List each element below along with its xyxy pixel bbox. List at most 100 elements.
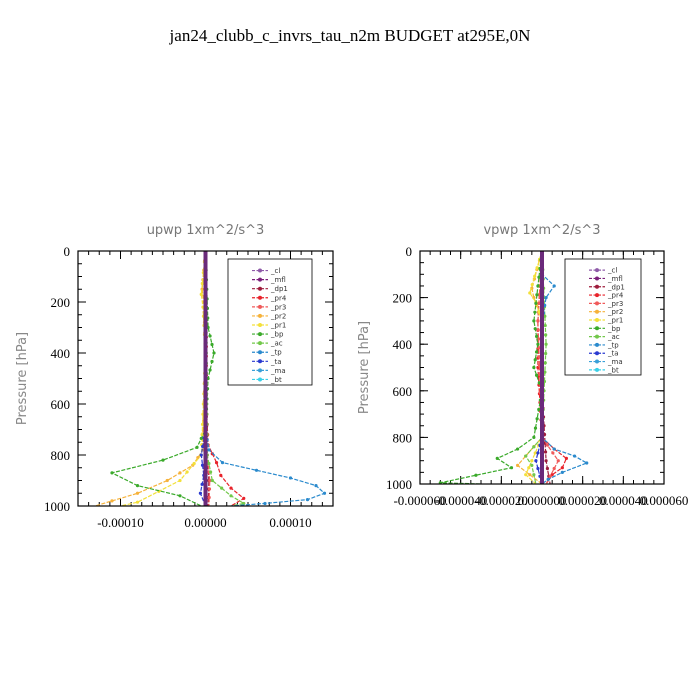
series-line-pr2 [94,251,207,506]
series-marker-ta [534,459,538,463]
series-marker-ta [200,463,205,467]
legend-marker [595,301,599,306]
series-marker-bp [110,471,114,475]
series-marker-bp [474,473,478,477]
legend-label: _pr3 [270,303,286,311]
series-marker-bp [178,494,182,498]
y-tick-label: 600 [51,397,71,412]
series-marker-pr1 [524,473,528,477]
legend-label: _pr1 [607,317,623,325]
series-marker-pr3 [208,478,212,483]
series-marker-bp [537,407,541,412]
panel-title: vpwp 1xm^2/s^3 [483,223,600,238]
series-marker-bp [161,458,165,462]
series-marker-ac [207,461,211,466]
legend-label: _ac [607,333,620,341]
series-marker-ac [229,494,233,498]
legend-marker [595,284,599,289]
series-marker-pr2 [110,499,114,503]
series-marker-pr2 [165,478,169,483]
series-marker-dp1 [544,459,548,463]
series-marker-pr1 [135,500,140,504]
series-marker-bp [535,293,539,297]
series-marker-pr4 [560,466,564,470]
series-marker-bp [535,417,539,421]
series-marker-tp [305,498,310,502]
series-marker-tp [288,476,293,480]
legend-marker [595,276,599,281]
y-tick-label: 400 [51,346,71,361]
series-marker-tp [585,461,589,465]
y-axis-label: Pressure [hPa] [15,332,30,425]
series-marker-ac [544,351,548,356]
series-marker-pr1 [200,281,204,286]
y-tick-label: 0 [64,244,71,259]
series-marker-pr1 [535,266,539,270]
legend-marker [258,368,262,373]
series-marker-bp [516,447,520,451]
legend-label: _pr2 [607,308,623,316]
series-marker-bp [212,351,216,355]
series-marker-pr4 [219,473,223,477]
series-marker-bp [532,365,536,370]
legend-marker [258,295,262,300]
legend-label: _mfl [607,275,623,283]
x-tick-label: 0.00000 [184,515,226,530]
series-marker-pr1 [533,451,537,455]
series-marker-dp1 [545,466,550,471]
series-marker-ac [524,454,528,458]
series-marker-bp [534,301,538,306]
legend-marker [258,286,262,291]
series-marker-bp [195,445,199,449]
series-marker-pr1 [528,291,532,295]
series-line-bp [110,251,215,506]
series-marker-pr3 [537,346,541,350]
legend: _cl_mfl_dp1_pr4_pr3_pr2_pr1_bp_ac_tp_ta_… [564,258,642,376]
series-marker-tp [314,484,318,488]
series-marker-pr3 [556,459,560,463]
series-marker-bp [533,358,537,362]
series-marker-pr3 [536,319,540,323]
series-marker-pr1 [527,466,531,470]
legend-label: _dp1 [270,285,288,293]
series-marker-tp [552,447,556,451]
series-marker-pr1 [530,459,534,463]
legend-marker [258,277,262,282]
series-marker-bp [495,456,499,460]
series-marker-ta [536,451,540,455]
x-tick-label: 0.000040 [599,493,648,508]
series-marker-ac [543,361,547,365]
series-marker-ta [201,444,205,449]
legend-marker [595,268,599,273]
x-tick-label: -0.00010 [97,515,144,530]
legend-label: _pr4 [270,294,287,302]
y-tick-label: 600 [393,384,413,399]
series-marker-bp [208,368,212,372]
series-marker-pr3 [551,451,555,455]
x-tick-label: 0.000000 [518,493,567,508]
series-marker-ac [543,323,547,328]
series-marker-tp [572,454,577,458]
series-marker-pr4 [242,496,246,500]
series-line-ta [535,251,543,484]
series-marker-bp [210,359,214,364]
series-marker-pr3 [537,355,541,359]
series-marker-tp [263,501,267,506]
y-tick-label: 800 [51,448,71,463]
legend-label: _pr4 [607,292,624,300]
series-marker-ta [198,491,202,495]
series-marker-bp [532,319,536,323]
y-tick-label: 1000 [44,499,70,514]
series-marker-pr3 [545,443,550,447]
series-marker-ac [210,478,214,483]
series-marker-pr1 [178,478,182,483]
legend-marker [258,341,262,346]
legend-label: _pr2 [270,312,286,320]
legend-marker [595,351,599,356]
legend-marker [258,323,262,327]
series-marker-bp [536,284,540,288]
series-marker-pr1 [200,422,205,426]
legend-label: _pr1 [270,322,286,330]
x-tick-label: -0.000060 [393,493,446,508]
